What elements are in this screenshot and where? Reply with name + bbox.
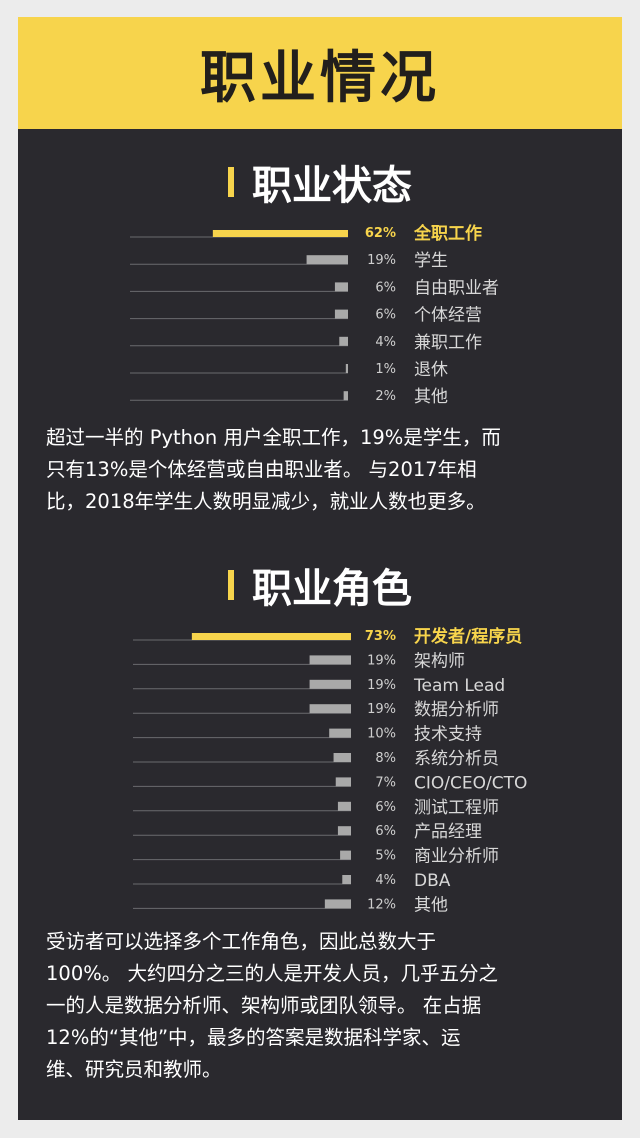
role-category-label: 架构师 [414,651,465,671]
role-category-label: 系统分析员 [414,749,499,769]
role-value-label: 4% [375,873,396,888]
status-bar-2 [334,282,348,292]
role-bar-7 [337,801,351,811]
role-category-label: 开发者/程序员 [414,626,522,647]
role-category-label: 数据分析师 [414,700,499,720]
role-bar-1 [309,655,351,665]
infographic-card: 职业情况 职业状态 62% 全职工作 19% 学生 6% 自由职业者 6% 个体经营 4% 兼职工… [18,17,622,1120]
chart-job-roles: 73% 开发者/程序员 19% 架构师 19% Team Lead 19% 数据分析师 10% 技… [18,17,622,1120]
status-category-label: 全职工作 [413,223,482,244]
roles-description-line: 一的人是数据分析师、架构师或团队领导。 在占据 [46,994,482,1017]
role-category-label: 测试工程师 [414,798,499,818]
status-description-line: 比，2018年学生人数明显减少，就业人数也更多。 [46,490,486,513]
section-marker [228,167,234,197]
roles-description-line: 12%的“其他”中，最多的答案是数据科学家、运 [46,1026,461,1049]
chart-job-roles-svg: 73% 开发者/程序员 19% 架构师 19% Team Lead 19% 数据分析师 10% 技… [133,626,527,915]
role-value-label: 7% [375,775,396,790]
status-value-label: 19% [367,253,396,268]
role-bar-10 [342,875,351,884]
role-value-label: 19% [367,678,396,693]
roles-description-line: 受访者可以选择多个工作角色，因此总数大于 [46,930,437,953]
roles-description: 受访者可以选择多个工作角色，因此总数大于 100%。 大约四分之三的人是开发人员… [46,926,602,1086]
role-bar-11 [324,899,351,909]
role-value-label: 19% [367,702,396,717]
role-value-label: 5% [375,849,396,864]
section-heading-status: 职业状态 [18,157,622,209]
status-category-label: 自由职业者 [414,278,499,298]
status-category-label: 退休 [414,360,448,380]
role-bar-3 [309,704,351,714]
role-value-label: 10% [367,727,396,742]
role-value-label: 12% [367,897,396,912]
status-description-line: 超过一半的 Python 用户全职工作，19%是学生，而 [46,426,501,449]
status-value-label: 2% [375,389,396,404]
role-value-label: 6% [375,824,396,839]
section-title-roles: 职业角色 [252,566,412,612]
role-category-label: Team Lead [413,676,505,696]
role-bar-6 [335,777,351,787]
role-bar-8 [337,826,351,836]
section-title-status: 职业状态 [252,163,412,209]
roles-description-line: 维、研究员和教师。 [46,1058,222,1081]
role-bar-5 [333,753,351,762]
status-value-label: 62% [365,226,396,241]
role-value-label: 6% [375,800,396,815]
role-category-label: 其他 [414,895,448,915]
status-bar-5 [345,364,348,373]
status-description-line: 只有13%是个体经营或自由职业者。 与2017年相 [46,458,477,481]
status-category-label: 兼职工作 [414,333,482,353]
status-category-label: 个体经营 [414,306,482,326]
role-bar-2 [309,679,351,689]
status-value-label: 6% [375,308,396,323]
chart-employment-status: 62% 全职工作 19% 学生 6% 自由职业者 6% 个体经营 4% 兼职工作 1% 退休 2% 其他 [18,17,622,1120]
page-title: 职业情况 [200,45,440,111]
status-value-label: 4% [375,335,396,350]
title-banner: 职业情况 [18,17,622,129]
role-bar-0 [191,633,351,640]
role-bar-4 [329,728,351,738]
status-bar-0 [212,230,348,237]
section-heading-roles: 职业角色 [18,560,622,612]
role-category-label: CIO/CEO/CTO [414,773,527,793]
status-bar-6 [343,391,348,401]
role-category-label: 技术支持 [414,725,482,745]
status-category-label: 其他 [414,387,448,407]
status-description: 超过一半的 Python 用户全职工作，19%是学生，而 只有13%是个体经营或… [46,422,602,518]
roles-description-line: 100%。 大约四分之三的人是开发人员，几乎五分之 [46,962,498,985]
status-bar-1 [306,255,348,265]
role-bar-9 [340,850,351,860]
role-category-label: 商业分析师 [414,847,499,867]
status-bar-4 [339,336,348,346]
status-value-label: 6% [375,280,396,295]
role-category-label: DBA [414,871,451,891]
section-marker [228,570,234,600]
chart-employment-status-svg: 62% 全职工作 19% 学生 6% 自由职业者 6% 个体经营 4% 兼职工作 1% 退休 2% 其他 [130,223,499,407]
status-bar-3 [334,309,348,319]
role-value-label: 73% [365,629,396,644]
role-category-label: 产品经理 [414,822,482,842]
role-value-label: 19% [367,653,396,668]
status-value-label: 1% [375,362,396,377]
status-category-label: 学生 [414,251,448,271]
role-value-label: 8% [375,751,396,766]
